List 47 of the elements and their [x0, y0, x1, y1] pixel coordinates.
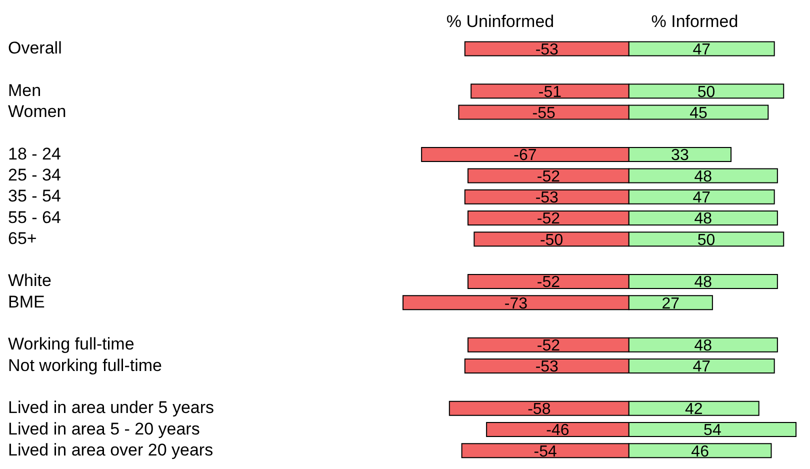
data-label: -55 — [532, 104, 556, 122]
data-label: -53 — [535, 41, 559, 58]
data-label: 50 — [697, 84, 716, 101]
data-label: -52 — [536, 274, 560, 292]
y-tick-label: Working full-time — [8, 334, 134, 354]
data-label: 48 — [694, 338, 712, 355]
data-label: 47 — [692, 358, 711, 376]
data-label: -52 — [536, 168, 560, 186]
data-label: 27 — [662, 295, 680, 312]
series-label: % Uninformed — [446, 12, 554, 32]
data-label: -52 — [536, 338, 560, 355]
data-label: 48 — [694, 168, 712, 186]
data-label: -67 — [514, 147, 537, 164]
y-tick-label: 25 - 34 — [8, 165, 61, 184]
y-tick-label: 18 - 24 — [8, 144, 61, 164]
data-label: -50 — [540, 232, 564, 249]
y-tick-label: BME — [8, 292, 45, 312]
data-label: -73 — [504, 295, 528, 312]
data-label: -53 — [535, 358, 559, 376]
y-tick-label: 55 - 64 — [8, 208, 61, 227]
data-label: -46 — [546, 422, 570, 440]
data-label: 50 — [697, 232, 716, 249]
y-tick-label: Not working full-time — [8, 356, 162, 375]
data-label: -53 — [535, 190, 559, 207]
data-label: 46 — [691, 443, 710, 460]
data-label: 33 — [671, 147, 689, 164]
y-tick-label: 65+ — [8, 228, 37, 248]
data-label: 48 — [694, 210, 712, 228]
data-label: 45 — [690, 104, 708, 122]
y-tick-label: Women — [8, 102, 66, 122]
series-label: % Informed — [651, 12, 738, 32]
y-tick-label: Overall — [8, 38, 62, 58]
data-label: 47 — [692, 41, 711, 58]
data-label: 47 — [692, 190, 711, 207]
data-label: 54 — [704, 422, 722, 440]
data-label: -54 — [534, 443, 558, 460]
y-tick-label: Lived in area 5 - 20 years — [8, 419, 200, 438]
y-tick-label: Men — [8, 80, 42, 100]
data-label: 48 — [694, 274, 712, 292]
y-tick-label: Lived in area over 20 years — [8, 440, 214, 460]
data-label: -58 — [528, 401, 551, 418]
data-label: -51 — [538, 84, 562, 101]
data-label: -52 — [536, 210, 560, 228]
data-label: 42 — [684, 401, 703, 418]
y-tick-label: 35 - 54 — [8, 186, 61, 206]
y-tick-label: White — [8, 271, 52, 290]
y-tick-label: Lived in area under 5 years — [8, 398, 214, 418]
